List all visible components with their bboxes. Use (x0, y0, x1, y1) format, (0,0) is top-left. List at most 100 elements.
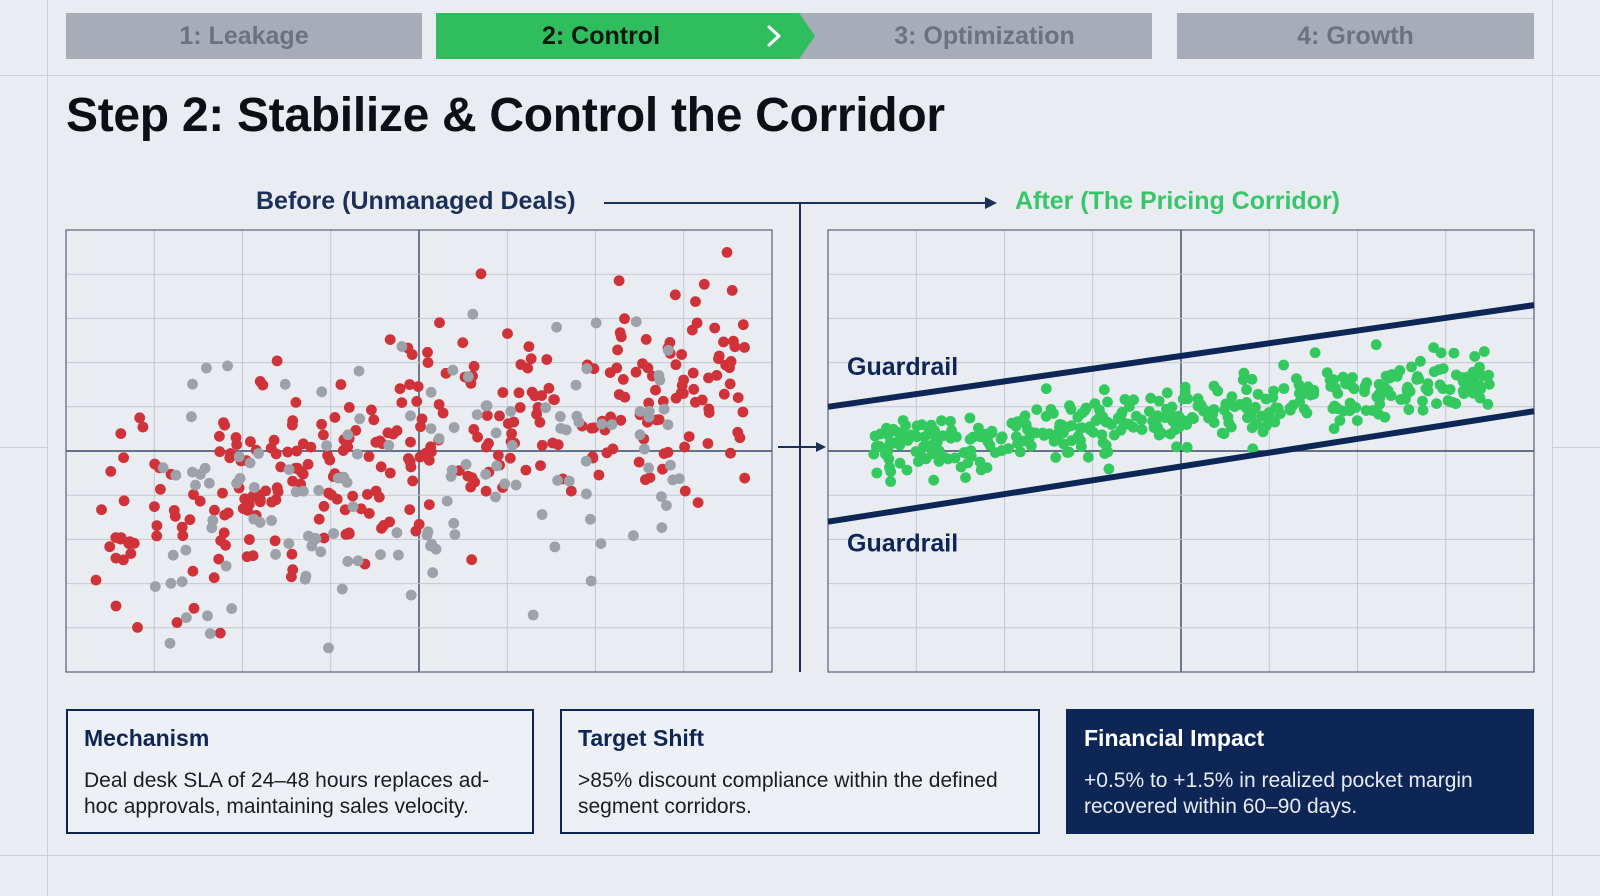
data-point (188, 489, 199, 500)
data-point (1434, 379, 1446, 391)
data-point (1161, 387, 1173, 399)
data-point (222, 507, 234, 519)
data-point (1431, 398, 1442, 409)
data-point (975, 431, 986, 443)
data-point (1246, 422, 1258, 434)
data-point (1064, 400, 1075, 412)
data-point (352, 448, 363, 460)
data-point (283, 464, 295, 475)
data-point (656, 522, 668, 533)
guide-line-bottom (0, 855, 1600, 856)
data-point (1359, 386, 1370, 398)
data-point (151, 520, 163, 531)
data-point (321, 440, 332, 452)
data-point (481, 441, 492, 453)
data-point (208, 572, 220, 584)
step-label: 4: Growth (1297, 21, 1414, 50)
data-point (155, 483, 166, 495)
data-point (298, 485, 309, 497)
data-point (869, 430, 881, 442)
data-point (688, 383, 700, 395)
data-point (520, 464, 532, 476)
step-tab-growth[interactable]: 4: Growth (1177, 13, 1534, 59)
data-point (407, 475, 419, 487)
data-point (448, 422, 460, 433)
data-point (639, 443, 650, 455)
data-point (433, 399, 445, 410)
data-point (370, 436, 382, 448)
financial-impact-card: Financial Impact +0.5% to +1.5% in reali… (1066, 709, 1534, 834)
data-point (480, 468, 492, 480)
data-point (1361, 377, 1373, 388)
data-point (1469, 351, 1481, 362)
data-point (711, 370, 723, 381)
data-point (480, 485, 492, 497)
step-tab-optimization[interactable]: 3: Optimization (816, 13, 1153, 59)
data-point (465, 481, 477, 493)
data-point (703, 372, 714, 384)
plot-frame (827, 229, 1535, 673)
data-point (1072, 430, 1084, 442)
data-point (231, 439, 243, 450)
data-point (656, 491, 667, 502)
data-point (923, 423, 935, 435)
data-point (1019, 410, 1031, 422)
data-point (1096, 429, 1108, 441)
data-point (382, 427, 394, 439)
data-point (462, 371, 474, 383)
data-point (350, 425, 362, 436)
data-point (726, 285, 738, 296)
data-point (1216, 427, 1228, 439)
step-label: 3: Optimization (894, 21, 1075, 50)
step-tab-control[interactable]: 2: Control (436, 13, 766, 59)
data-point (1330, 382, 1341, 394)
data-point (900, 420, 911, 431)
data-point (190, 479, 201, 491)
data-point (226, 603, 238, 614)
data-point (1428, 342, 1439, 353)
data-point (437, 407, 449, 419)
data-point (514, 402, 526, 413)
data-point (342, 556, 354, 567)
data-point (674, 473, 685, 484)
data-point (634, 406, 646, 417)
data-point (270, 549, 281, 560)
data-point (643, 405, 655, 417)
data-point (1250, 401, 1261, 413)
data-point (355, 503, 367, 515)
data-point (368, 414, 380, 426)
data-point (595, 538, 607, 549)
data-point (318, 532, 330, 544)
data-point (1406, 361, 1417, 373)
data-point (729, 341, 741, 353)
data-point (315, 546, 327, 558)
data-point (180, 544, 192, 556)
data-point (326, 489, 337, 501)
data-point (491, 460, 503, 472)
data-point (1328, 423, 1340, 434)
data-point (405, 410, 416, 422)
data-point (931, 436, 943, 448)
data-point (253, 448, 264, 459)
data-point (394, 383, 406, 395)
data-point (233, 451, 245, 463)
data-point (960, 472, 971, 483)
step-tab-leakage[interactable]: 1: Leakage (66, 13, 422, 59)
data-point (134, 412, 146, 424)
before-after-scatter-charts: Guardrail Guardrail (65, 197, 1535, 673)
data-point (323, 642, 334, 654)
data-point (1246, 373, 1258, 385)
data-point (691, 317, 703, 329)
data-point (536, 390, 548, 401)
data-point (1144, 406, 1155, 417)
data-point (734, 432, 746, 444)
data-point (540, 402, 551, 414)
data-point (375, 549, 386, 560)
guide-line-mid-right (1553, 447, 1600, 448)
data-point (1098, 384, 1110, 396)
data-point (299, 573, 311, 585)
data-point (581, 488, 592, 500)
data-point (434, 317, 445, 329)
data-point (911, 420, 923, 432)
data-point (303, 530, 314, 542)
